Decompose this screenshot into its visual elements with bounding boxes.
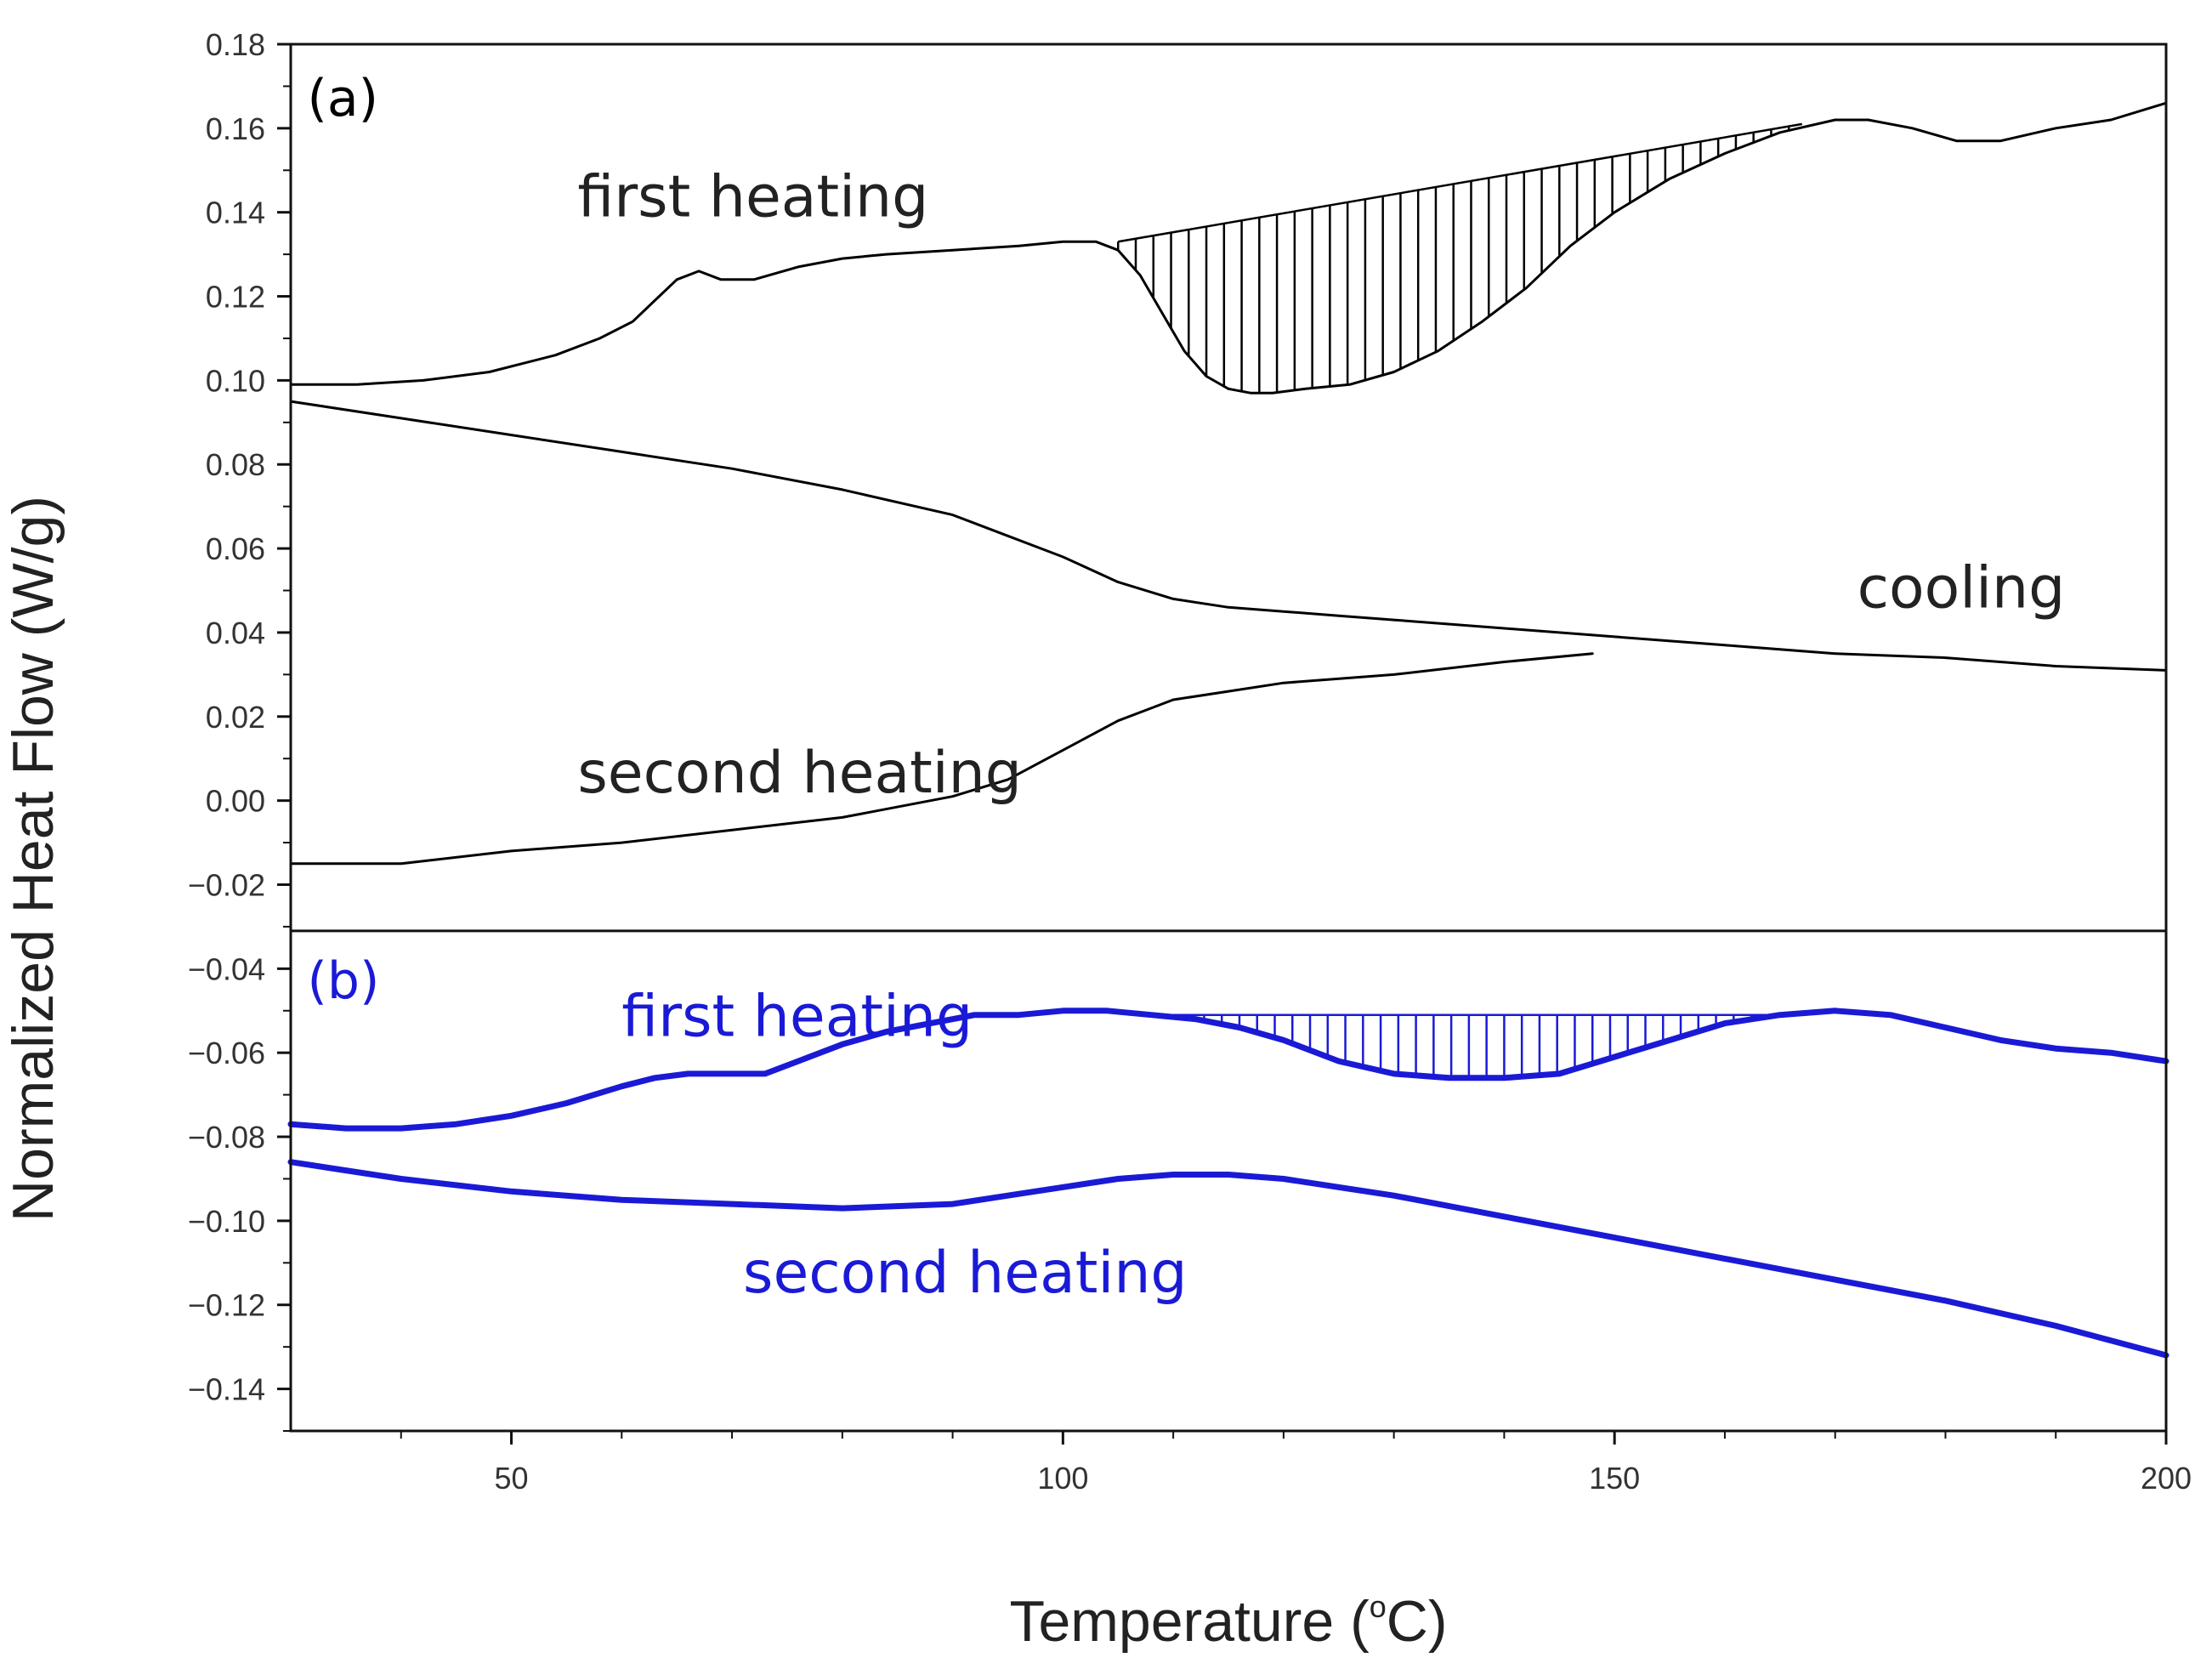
y-tick-label: 0.18 [206, 27, 265, 62]
y-axis-title: Normalized Heat Flow (W/g) [1, 496, 65, 1222]
annotation-label: first heating [621, 983, 973, 1050]
series-layer [287, 101, 2169, 1359]
x-tick-label: 50 [495, 1461, 529, 1496]
b-second-heating-line [287, 1159, 2169, 1359]
y-tick-label: 0.14 [206, 196, 265, 230]
y-tick-label: 0.10 [206, 363, 265, 398]
y-tick-label: −0.04 [188, 951, 265, 986]
a-enthalpy-hatch [1116, 122, 1802, 394]
y-axis: 0.18 0.16 0.14 0.12 0.10 0.08 0.06 0.04 0.02 0.00… [188, 27, 291, 1432]
annotation-label: first heating [577, 164, 928, 231]
y-tick-label: −0.12 [188, 1288, 265, 1323]
a-cooling-line [289, 400, 2168, 672]
x-tick-label: 100 [1037, 1461, 1088, 1496]
x-axis-title-degree: o [1370, 1589, 1387, 1624]
a-second-heating-line [289, 652, 1594, 866]
hatch-baseline [1118, 122, 1802, 243]
y-tick-label: 0.02 [206, 700, 265, 735]
y-tick-label: −0.08 [188, 1120, 265, 1155]
annotation-layer: first heating cooling second heating first … [577, 164, 2065, 1307]
y-tick-label: 0.04 [206, 616, 265, 650]
x-tick-label: 200 [2141, 1461, 2192, 1496]
x-tick-label: 150 [1589, 1461, 1640, 1496]
hatch-layer [1116, 122, 1802, 1078]
annotation-label: cooling [1858, 554, 2066, 622]
y-tick-label: −0.10 [188, 1204, 265, 1239]
panel-label: (b) [307, 951, 379, 1011]
annotation-label: second heating [577, 740, 1022, 807]
y-tick-label: 0.16 [206, 111, 265, 146]
y-tick-label: −0.02 [188, 867, 265, 902]
x-axis-title: Temperature (oC) [1009, 1589, 1447, 1654]
plot-frame [289, 43, 2168, 1433]
y-tick-label: 0.00 [206, 784, 265, 819]
y-tick-label: 0.06 [206, 531, 265, 566]
annotation-label: second heating [743, 1240, 1188, 1307]
x-axis-title-main: Temperature ( [1009, 1589, 1370, 1654]
y-tick-label: −0.06 [188, 1036, 265, 1070]
b-first-heating-line [287, 1008, 2169, 1132]
x-axis: 50 100 150 200 [400, 1431, 2192, 1496]
panel-label-layer: (a) (b) [307, 69, 379, 1011]
y-tick-label: −0.14 [188, 1372, 265, 1407]
x-axis-title-unit: C) [1387, 1589, 1448, 1654]
b-enthalpy-hatch [1151, 1013, 1780, 1078]
y-tick-label: 0.12 [206, 280, 265, 315]
y-tick-label: 0.08 [206, 447, 265, 482]
a-first-heating-line [289, 101, 2168, 395]
panel-label: (a) [307, 69, 378, 128]
